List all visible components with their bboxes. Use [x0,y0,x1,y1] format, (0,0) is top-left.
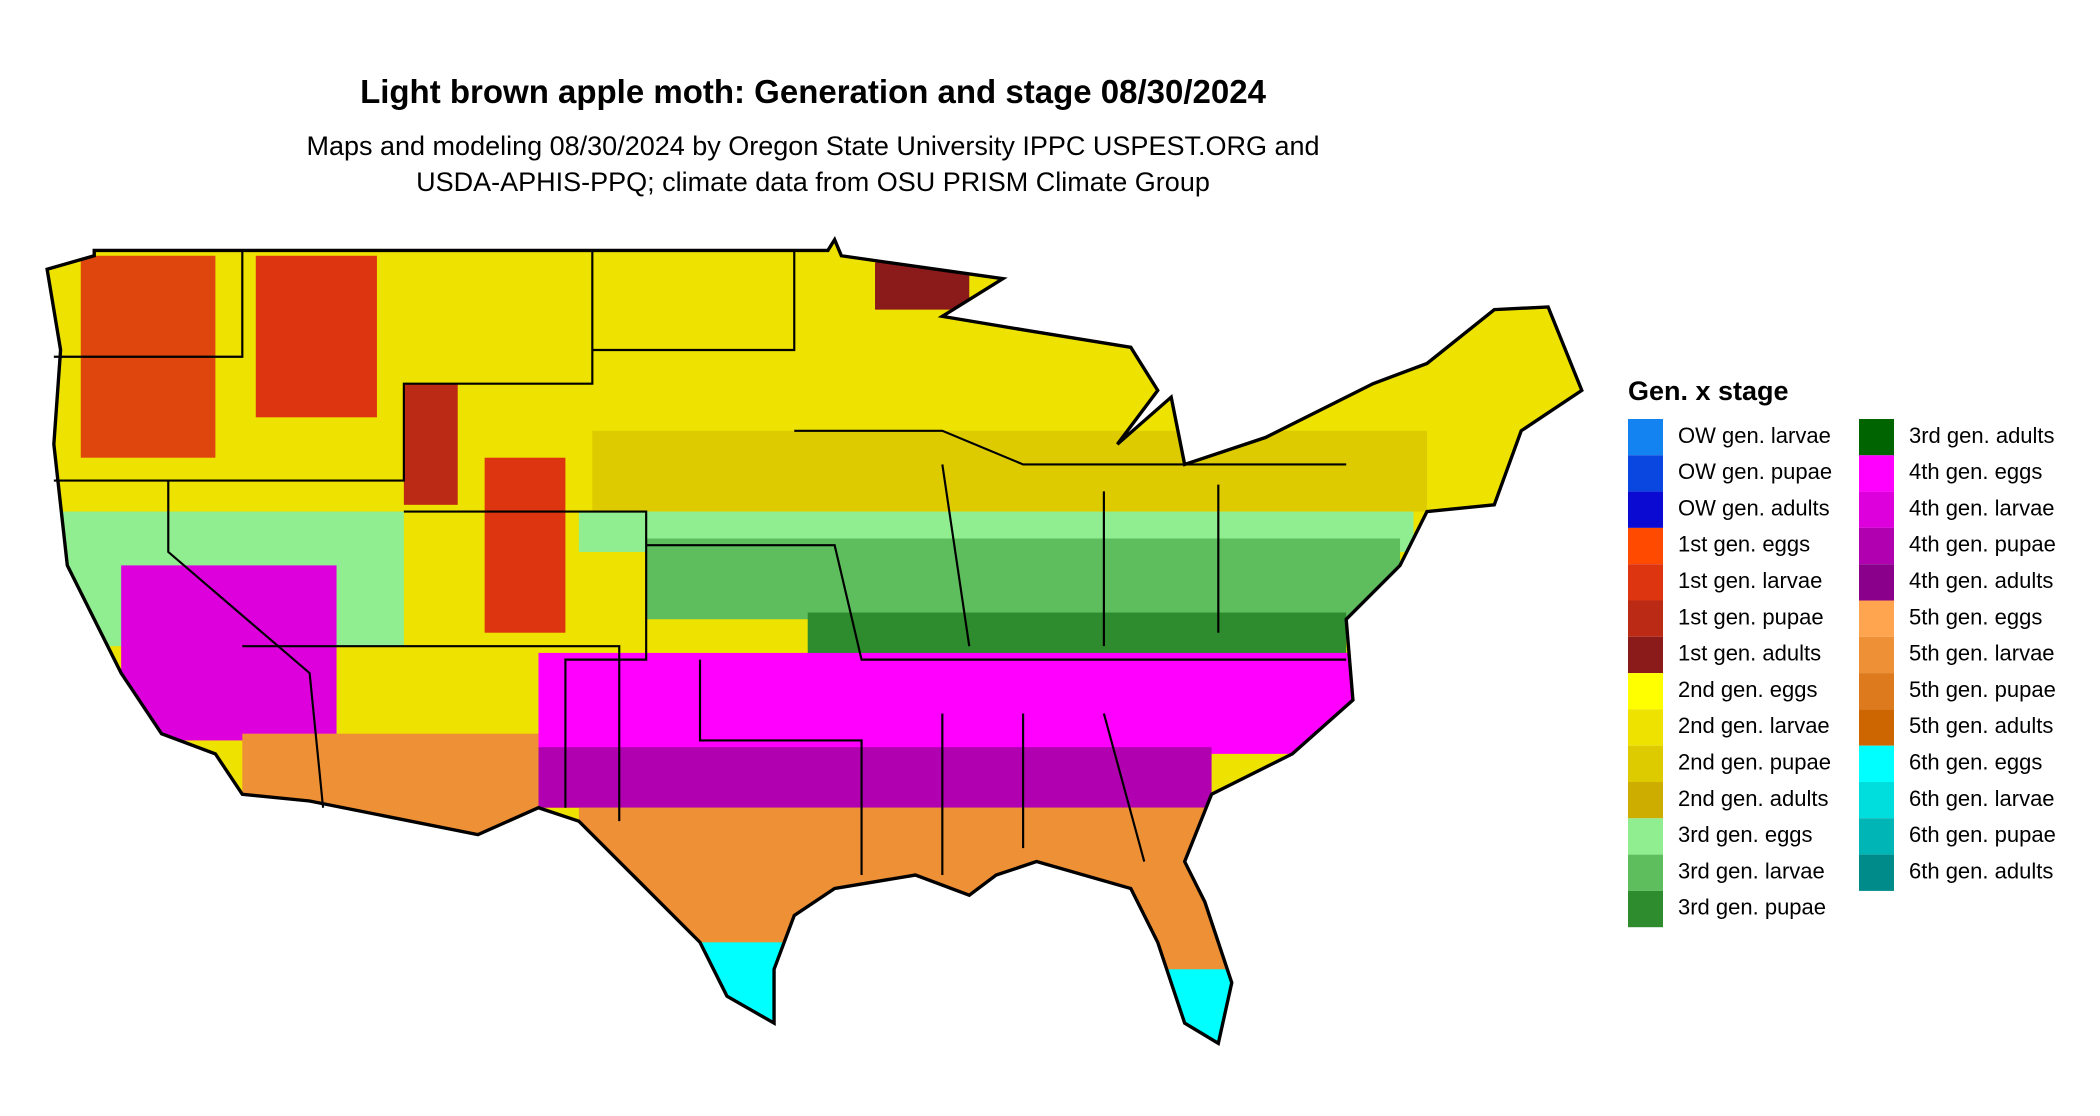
legend-swatch [1628,818,1663,855]
legend-label: 5th gen. larvae [1909,641,2055,666]
legend-swatch [1859,854,1894,891]
title: Light brown apple moth: Generation and s… [360,73,1267,110]
legend-swatch [1628,564,1663,601]
subtitle: USDA-APHIS-PPQ; climate data from OSU PR… [416,167,1210,197]
legend-label: OW gen. larvae [1678,423,1831,448]
legend-swatch [1859,564,1894,601]
legend-label: 1st gen. adults [1678,641,1821,666]
legend-swatch [1628,745,1663,782]
legend-label: 4th gen. pupae [1909,532,2056,557]
legend-label: 4th gen. larvae [1909,495,2055,520]
legend-label: 6th gen. larvae [1909,786,2055,811]
legend-swatch [1628,636,1663,674]
legend-label: OW gen. pupae [1678,459,1832,484]
legend-swatch [1859,818,1894,855]
legend-swatch [1859,709,1894,746]
legend-label: 6th gen. eggs [1909,750,2042,775]
legend-label: 5th gen. pupae [1909,677,2056,702]
legend-swatch [1628,854,1663,891]
us-map [45,237,1584,1045]
legend-swatch [1628,419,1663,456]
legend-label: 1st gen. pupae [1678,604,1824,629]
legend-swatch [1628,782,1663,819]
legend-swatch [1628,890,1663,928]
legend-label: 5th gen. eggs [1909,604,2042,629]
legend-label: 3rd gen. pupae [1678,895,1826,920]
legend-swatch [1859,600,1894,637]
legend-swatch [1859,491,1894,528]
legend-swatch [1859,455,1894,492]
legend-swatch [1628,491,1663,528]
legend-label: 6th gen. pupae [1909,822,2056,847]
legend-swatch [1859,673,1894,710]
legend-label: 1st gen. eggs [1678,532,1810,557]
legend-swatch [1628,673,1663,710]
subtitle: Maps and modeling 08/30/2024 by Oregon S… [306,131,1319,161]
legend-title: Gen. x stage [1628,376,1789,406]
legend-label: 1st gen. larvae [1678,568,1822,593]
legend-label: 2nd gen. pupae [1678,750,1831,775]
legend-swatch [1859,419,1894,456]
legend-label: 6th gen. adults [1909,858,2053,883]
legend-swatch [1628,600,1663,637]
legend: OW gen. larvae OW gen. pupae OW gen. adult… [1628,419,2056,928]
legend-swatch [1628,709,1663,746]
legend-label: 4th gen. eggs [1909,459,2042,484]
legend-swatch [1628,455,1663,492]
legend-swatch [1859,636,1894,674]
legend-label: 3rd gen. eggs [1678,822,1813,847]
legend-label: 3rd gen. larvae [1678,858,1825,883]
legend-label: OW gen. adults [1678,495,1830,520]
legend-label: 4th gen. adults [1909,568,2053,593]
legend-label: 2nd gen. adults [1678,786,1828,811]
legend-label: 3rd gen. adults [1909,423,2055,448]
legend-swatch [1628,527,1663,565]
legend-swatch [1859,527,1894,565]
legend-swatch [1859,745,1894,782]
legend-label: 2nd gen. eggs [1678,677,1817,702]
legend-swatch [1859,782,1894,819]
legend-label: 2nd gen. larvae [1678,713,1830,738]
legend-label: 5th gen. adults [1909,713,2053,738]
